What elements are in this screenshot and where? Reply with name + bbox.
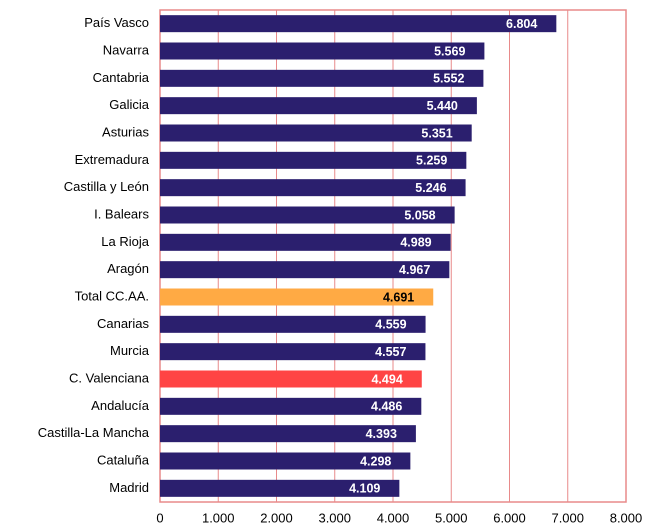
y-tick-label: I. Balears — [94, 206, 149, 221]
y-tick-label: Castilla y León — [64, 179, 149, 194]
y-tick-label: Navarra — [103, 42, 150, 57]
y-tick-label: Extremadura — [75, 152, 150, 167]
y-tick-label: Andalucía — [91, 398, 150, 413]
x-tick-label: 6.000 — [493, 510, 526, 525]
bar — [160, 69, 484, 87]
value-label: 4.559 — [375, 318, 406, 332]
value-label: 4.109 — [349, 482, 380, 496]
bar — [160, 97, 477, 115]
value-label: 4.557 — [375, 345, 406, 359]
x-tick-label: 3.000 — [318, 510, 351, 525]
bar — [160, 452, 411, 470]
bar — [160, 315, 426, 333]
y-tick-label: C. Valenciana — [69, 370, 150, 385]
plot-border — [159, 9, 627, 503]
x-tick-label: 1.000 — [202, 510, 235, 525]
value-label: 5.058 — [404, 208, 435, 222]
y-tick-label: Galicia — [109, 97, 150, 112]
bar — [160, 206, 455, 224]
bar — [160, 124, 472, 142]
y-tick-label: Madrid — [109, 480, 149, 495]
value-label: 5.246 — [415, 181, 446, 195]
bar — [160, 288, 434, 306]
bar — [160, 425, 416, 443]
y-tick-label: Canarias — [97, 316, 150, 331]
value-label: 4.967 — [399, 263, 430, 277]
x-tick-label: 4.000 — [377, 510, 410, 525]
x-tick-label: 8.000 — [610, 510, 643, 525]
value-label: 4.393 — [366, 427, 397, 441]
bar — [160, 151, 467, 169]
bar — [160, 479, 400, 497]
value-label: 5.259 — [416, 154, 447, 168]
value-label: 5.351 — [421, 126, 452, 140]
x-tick-label: 5.000 — [435, 510, 468, 525]
value-label: 4.298 — [360, 454, 391, 468]
y-tick-label: Castilla-La Mancha — [38, 425, 150, 440]
y-tick-label: Aragón — [107, 261, 149, 276]
x-tick-label: 2.000 — [260, 510, 293, 525]
value-label: 6.804 — [506, 17, 537, 31]
y-tick-label: Murcia — [110, 343, 150, 358]
bar — [160, 42, 485, 60]
y-tick-label: Asturias — [102, 124, 149, 139]
y-tick-label: País Vasco — [84, 15, 149, 30]
bar — [160, 233, 451, 251]
value-label: 5.440 — [427, 99, 458, 113]
y-tick-label: Cantabria — [93, 70, 150, 85]
bar — [160, 179, 466, 197]
y-tick-label: Cataluña — [97, 452, 150, 467]
value-label: 4.691 — [383, 290, 414, 304]
bar — [160, 370, 422, 388]
bar — [160, 15, 557, 33]
x-tick-label: 0 — [156, 510, 163, 525]
value-label: 5.569 — [434, 44, 465, 58]
value-label: 4.494 — [371, 372, 402, 386]
value-label: 4.989 — [400, 236, 431, 250]
bar — [160, 261, 450, 279]
y-tick-label: La Rioja — [101, 234, 149, 249]
value-label: 5.552 — [433, 72, 464, 86]
value-label: 4.486 — [371, 400, 402, 414]
y-tick-label: Total CC.AA. — [75, 288, 149, 303]
bar — [160, 397, 422, 415]
bar — [160, 343, 426, 361]
x-tick-label: 7.000 — [551, 510, 584, 525]
